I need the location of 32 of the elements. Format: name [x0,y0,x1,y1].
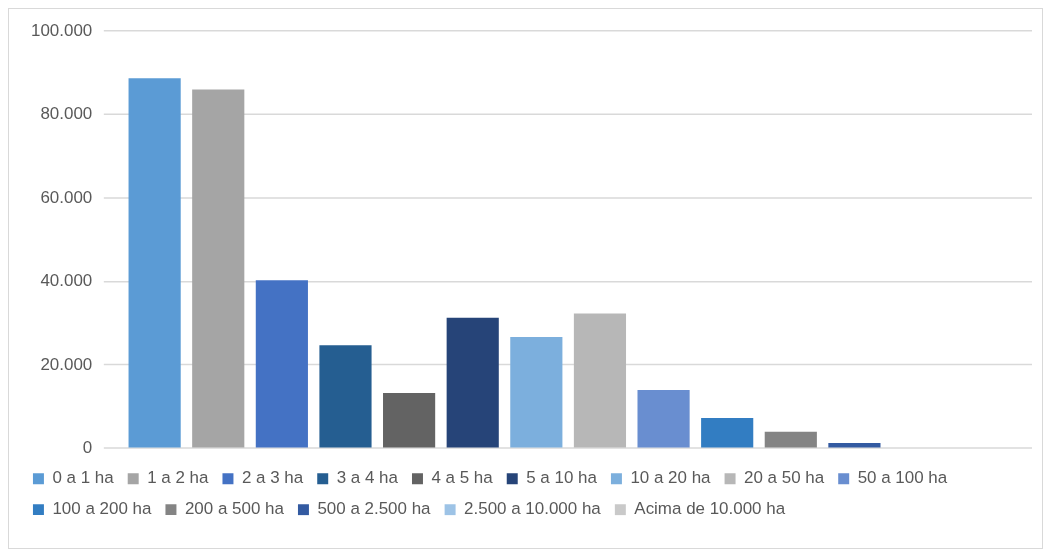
legend-label: 100 a 200 ha [52,499,152,519]
bar [573,313,627,448]
legend-label: 2 a 3 ha [241,468,304,488]
legend-label: 200 a 500 ha [184,499,285,519]
legend-label: Acima de 10.000 ha [634,499,786,519]
bar [637,389,690,448]
legend-label: 4 a 5 ha [431,468,494,488]
y-tick-label: 60.000 [40,187,93,207]
y-tick-label: 40.000 [40,271,93,291]
y-tick-label: 20.000 [40,354,93,374]
y-tick-label: 100.000 [31,20,93,40]
bar [255,280,308,448]
y-tick-label: 80.000 [40,104,93,124]
legend-label: 1 a 2 ha [147,468,210,488]
legend-label: 3 a 4 ha [336,468,399,488]
bar [701,417,754,448]
y-tick-label: 0 [82,438,93,458]
bar [319,345,372,448]
legend-label: 2.500 a 10.000 ha [464,499,602,519]
bar [192,89,245,448]
bar [383,392,436,448]
legend-label: 0 a 1 ha [52,468,115,488]
legend-label: 10 a 20 ha [630,468,712,488]
bar [128,78,181,448]
legend-label: 20 a 50 ha [744,468,825,488]
legend-label: 50 a 100 ha [857,468,948,488]
bar [446,317,499,448]
bar [764,431,817,448]
bar [828,442,881,448]
bar [510,336,563,448]
legend-label: 500 a 2.500 ha [317,499,432,519]
legend-label: 5 a 10 ha [526,468,598,488]
